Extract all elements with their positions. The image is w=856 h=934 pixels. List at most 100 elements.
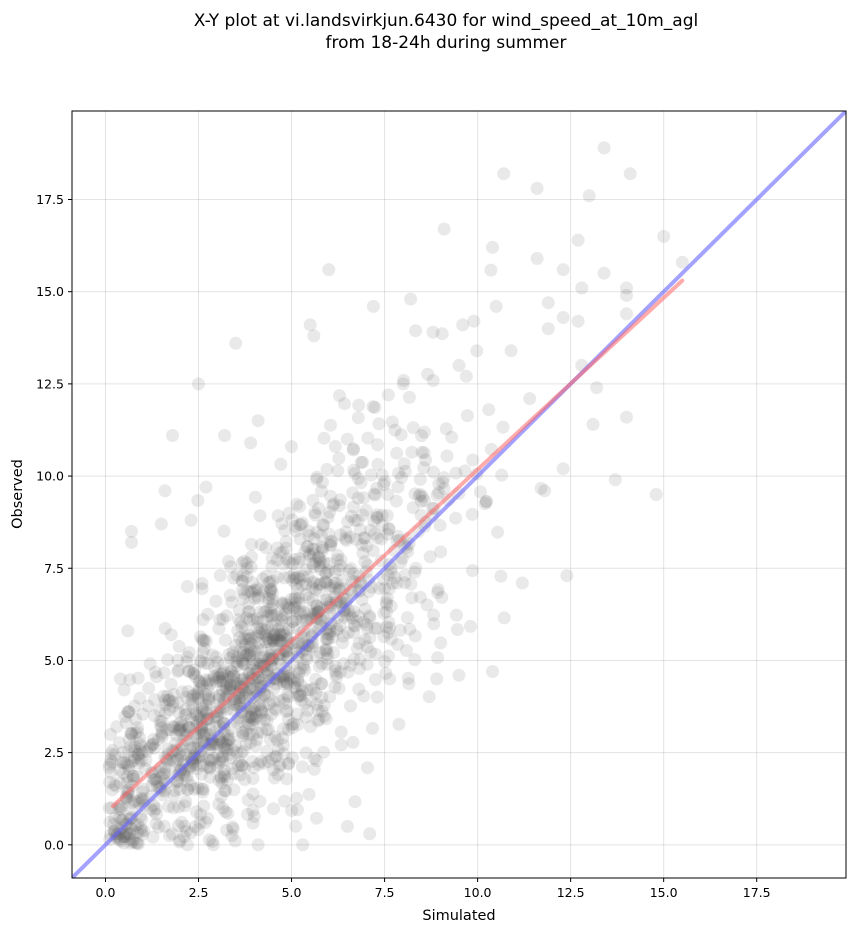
data-point bbox=[381, 527, 394, 541]
data-point bbox=[338, 397, 351, 411]
data-point bbox=[322, 627, 336, 641]
data-point bbox=[296, 838, 310, 852]
data-point bbox=[269, 628, 283, 642]
data-point bbox=[261, 755, 275, 769]
data-point bbox=[313, 556, 327, 570]
data-point bbox=[215, 749, 229, 763]
data-point bbox=[206, 838, 220, 852]
data-point bbox=[430, 488, 444, 502]
data-point bbox=[416, 490, 429, 504]
data-point bbox=[243, 649, 257, 662]
data-point bbox=[223, 671, 237, 684]
data-point bbox=[300, 540, 314, 554]
data-point bbox=[250, 615, 264, 629]
data-point bbox=[150, 808, 164, 821]
data-point bbox=[146, 773, 160, 787]
data-point bbox=[118, 710, 132, 723]
data-point bbox=[277, 611, 290, 624]
data-point bbox=[277, 738, 290, 752]
data-point bbox=[371, 438, 384, 452]
data-point bbox=[482, 403, 496, 417]
data-point bbox=[307, 532, 321, 546]
data-point bbox=[283, 672, 297, 686]
data-point bbox=[254, 651, 268, 665]
data-point bbox=[232, 603, 246, 617]
data-point bbox=[270, 553, 284, 567]
data-point bbox=[286, 751, 299, 765]
data-point bbox=[263, 588, 277, 602]
data-point bbox=[291, 582, 305, 596]
data-point bbox=[374, 532, 388, 546]
data-point bbox=[207, 669, 221, 683]
data-point bbox=[123, 673, 137, 687]
data-point bbox=[328, 664, 342, 678]
data-point bbox=[303, 318, 317, 332]
data-point bbox=[278, 524, 292, 537]
data-point bbox=[394, 555, 408, 569]
data-point bbox=[180, 728, 194, 742]
data-point bbox=[231, 759, 245, 772]
data-point bbox=[293, 662, 307, 676]
y-tick-label: 15.0 bbox=[36, 284, 64, 299]
data-point bbox=[212, 797, 226, 811]
data-point bbox=[435, 327, 449, 341]
data-point bbox=[248, 591, 262, 605]
data-point bbox=[234, 746, 248, 760]
data-point bbox=[323, 596, 337, 610]
data-point bbox=[368, 488, 382, 502]
data-point bbox=[267, 682, 281, 696]
data-point bbox=[305, 557, 319, 571]
data-point bbox=[128, 726, 142, 740]
data-point bbox=[205, 834, 219, 848]
data-point bbox=[319, 622, 333, 636]
data-point bbox=[154, 770, 168, 784]
data-point bbox=[231, 624, 245, 638]
data-point bbox=[360, 657, 374, 671]
data-point bbox=[184, 826, 198, 840]
data-point bbox=[382, 615, 396, 629]
data-point bbox=[213, 753, 227, 767]
data-point bbox=[131, 748, 145, 762]
data-point bbox=[158, 484, 172, 498]
data-point bbox=[286, 573, 300, 587]
data-point bbox=[167, 688, 181, 702]
data-point bbox=[431, 583, 445, 596]
data-point bbox=[478, 497, 492, 511]
data-point bbox=[181, 783, 195, 797]
data-point bbox=[347, 463, 361, 477]
data-point bbox=[413, 487, 427, 501]
data-point bbox=[150, 775, 164, 789]
data-point bbox=[282, 506, 296, 520]
data-point bbox=[153, 704, 167, 718]
data-point bbox=[345, 611, 359, 625]
data-point bbox=[255, 704, 268, 718]
data-point bbox=[352, 682, 366, 696]
data-point bbox=[221, 669, 235, 683]
data-point bbox=[496, 420, 510, 434]
data-point bbox=[157, 767, 171, 781]
data-point bbox=[224, 651, 237, 665]
data-point bbox=[199, 673, 212, 687]
data-point bbox=[261, 620, 275, 634]
data-point bbox=[230, 655, 244, 669]
data-point bbox=[239, 724, 253, 738]
data-point bbox=[201, 607, 215, 621]
data-point bbox=[316, 541, 330, 555]
data-point bbox=[133, 737, 147, 751]
data-point bbox=[246, 772, 260, 785]
data-point bbox=[251, 414, 265, 428]
data-point bbox=[216, 754, 230, 768]
data-point bbox=[222, 748, 236, 762]
data-point bbox=[255, 622, 269, 636]
data-point bbox=[371, 457, 385, 471]
data-point bbox=[121, 624, 135, 638]
data-point bbox=[178, 799, 192, 813]
data-point bbox=[243, 584, 257, 598]
data-point bbox=[571, 314, 585, 328]
data-point bbox=[196, 782, 210, 796]
data-point bbox=[107, 778, 121, 792]
data-point bbox=[245, 703, 259, 717]
data-point bbox=[126, 769, 140, 783]
data-point bbox=[272, 760, 286, 774]
data-point bbox=[368, 621, 382, 635]
